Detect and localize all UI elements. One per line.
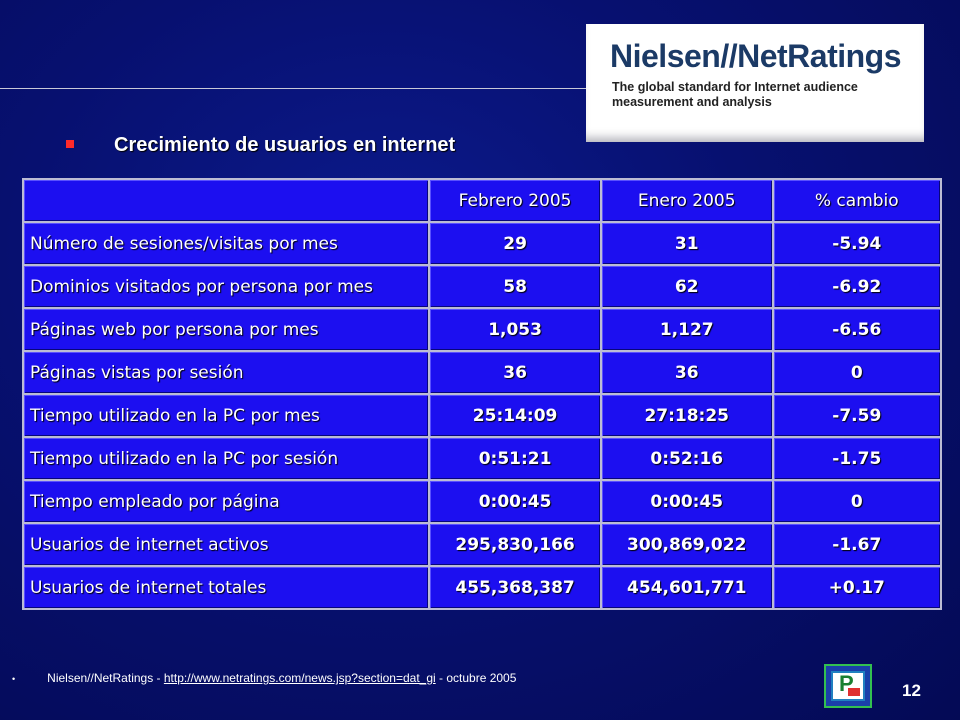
row-label: Dominios visitados por persona por mes — [24, 266, 429, 307]
table-row: Tiempo utilizado en la PC por mes 25:14:0… — [24, 395, 940, 436]
row-label: Usuarios de internet totales — [24, 567, 429, 608]
table-header-row: Febrero 2005 Enero 2005% cambio — [24, 180, 940, 221]
row-value: 455,368,387 — [430, 567, 600, 608]
row-label: Tiempo empleado por página — [24, 481, 429, 522]
row-value: 300,869,022 — [601, 524, 772, 565]
logo-subtitle: The global standard for Internet audienc… — [612, 80, 858, 109]
row-label: Usuarios de internet activos — [24, 524, 429, 565]
table-row: Dominios visitados por persona por mes 58… — [24, 266, 940, 307]
row-value: 0:00:45 — [430, 481, 600, 522]
logo-icon-bar — [848, 688, 860, 696]
row-value: 25:14:09 — [430, 395, 600, 436]
row-value: 0 — [773, 481, 940, 522]
footer-source-text: Nielsen//NetRatings - — [47, 671, 164, 685]
row-value: 295,830,166 — [430, 524, 600, 565]
row-value: 0:00:45 — [601, 481, 772, 522]
table-row: Páginas vistas por sesión 36 36 0 — [24, 352, 940, 393]
row-value: 454,601,771 — [601, 567, 772, 608]
row-label: Tiempo utilizado en la PC por mes — [24, 395, 429, 436]
footer-date: - octubre 2005 — [435, 671, 517, 685]
header-cell: % cambio — [773, 180, 940, 221]
table-row: Tiempo utilizado en la PC por sesión 0:51… — [24, 438, 940, 479]
row-label: Páginas web por persona por mes — [24, 309, 429, 350]
row-value: 29 — [430, 223, 600, 264]
stats-table: Febrero 2005 Enero 2005% cambio Número de … — [22, 178, 942, 610]
row-value: 0:52:16 — [601, 438, 772, 479]
row-value: -1.67 — [773, 524, 940, 565]
header-cell-empty — [24, 180, 429, 221]
slide-heading: Crecimiento de usuarios en internet — [66, 134, 455, 157]
table-row: Tiempo empleado por página 0:00:45 0:00:45… — [24, 481, 940, 522]
header-divider — [0, 88, 620, 89]
table-row: Número de sesiones/visitas por mes 29 31 -5… — [24, 223, 940, 264]
footer-link[interactable]: http://www.netratings.com/news.jsp?secti… — [163, 671, 436, 685]
row-value: 31 — [601, 223, 772, 264]
footer-source: • Nielsen//NetRatings - http://www.netrat… — [12, 671, 516, 685]
row-value: 58 — [430, 266, 600, 307]
row-label: Número de sesiones/visitas por mes — [24, 223, 429, 264]
heading-text: Crecimiento de usuarios en internet — [114, 134, 456, 156]
page-number: 12 — [902, 681, 921, 700]
footer-bullet: • — [12, 673, 16, 684]
row-value: 1,053 — [430, 309, 600, 350]
presentation-logo-icon[interactable]: P — [824, 664, 872, 708]
logo-icon-frame: P — [831, 671, 865, 701]
table-row: Usuarios de internet totales 455,368,387 4… — [24, 567, 940, 608]
row-value: +0.17 — [773, 567, 940, 608]
nielsen-logo: Nielsen//NetRatings The global standard … — [586, 24, 924, 142]
row-label: Páginas vistas por sesión — [24, 352, 429, 393]
row-value: 0:51:21 — [430, 438, 600, 479]
row-value: 0 — [773, 352, 940, 393]
header-cell: Enero 2005 — [601, 180, 772, 221]
bullet-icon — [66, 139, 74, 148]
header-cell: Febrero 2005 — [430, 180, 600, 221]
row-value: 62 — [601, 266, 772, 307]
row-label: Tiempo utilizado en la PC por sesión — [24, 438, 429, 479]
logo-title: Nielsen//NetRatings — [610, 38, 902, 74]
table-row: Usuarios de internet activos 295,830,166 3… — [24, 524, 940, 565]
row-value: 27:18:25 — [601, 395, 772, 436]
row-value: -7.59 — [773, 395, 940, 436]
table-row: Páginas web por persona por mes 1,053 1,12… — [24, 309, 940, 350]
row-value: -6.92 — [773, 266, 940, 307]
row-value: 36 — [601, 352, 772, 393]
row-value: 1,127 — [601, 309, 772, 350]
row-value: 36 — [430, 352, 600, 393]
row-value: -5.94 — [773, 223, 940, 264]
row-value: -6.56 — [773, 309, 940, 350]
row-value: -1.75 — [773, 438, 940, 479]
